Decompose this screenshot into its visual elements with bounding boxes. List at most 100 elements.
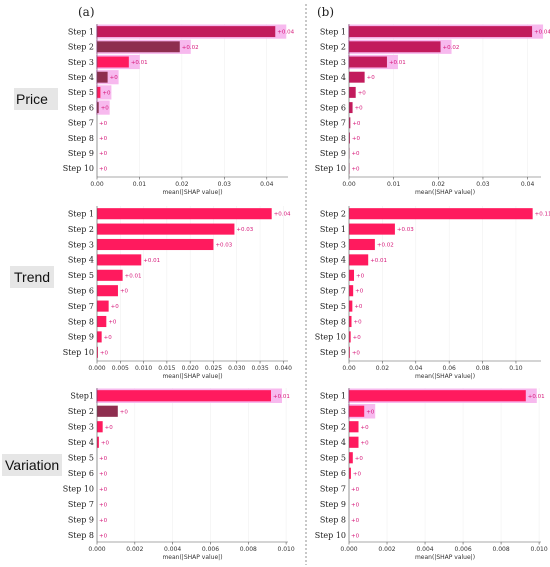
x-tick-label: 0.002 [126,546,143,553]
value-label: +0.01 [273,394,290,400]
value-label: +0 [354,304,363,310]
row-label-bg-trend [10,266,54,288]
value-label: +0 [104,335,113,341]
value-label: +0.02 [182,45,199,51]
x-axis-title: mean(|SHAP value|) [162,373,222,380]
charts-group: Step 1 +0.04 Step 2 +0.02 Step 3 +0.01 Step 4 +… [63,24,550,561]
x-tick-label: 0.04 [409,365,423,372]
category-label: Step 5 [68,271,94,280]
value-label: +0.04 [274,212,291,218]
bar [97,223,235,235]
category-label: Step 4 [320,256,346,265]
category-label: Step 7 [320,119,346,128]
x-tick-label: 0.00 [90,181,104,188]
x-axis-title: mean(|SHAP value|) [162,189,222,196]
x-tick-label: 0.004 [416,546,433,553]
bar [97,238,214,251]
category-label: Step 9 [68,333,94,342]
bar [349,223,395,235]
bar [349,208,533,220]
x-axis-title: mean(|SHAP value|) [415,373,475,380]
category-label: Step 7 [320,485,346,494]
bar [97,315,107,328]
category-label: Step 4 [68,256,94,265]
bar [349,331,351,343]
value-label: +0.04 [277,30,294,36]
bar [349,117,351,129]
category-label: Step 3 [320,407,346,416]
value-label: +0 [110,75,119,81]
value-label: +0 [351,502,360,508]
value-label: +0.01 [143,258,160,264]
category-label: Step 3 [320,58,346,67]
row-label-bg-price [14,88,58,110]
x-tick-label: 0.04 [521,181,535,188]
value-label: +0 [351,533,360,539]
category-label: Step 9 [320,348,346,357]
bar [349,390,526,402]
category-label: Step 5 [320,302,346,311]
category-label: Step 8 [68,317,94,326]
bar [349,269,355,281]
bar [97,56,129,68]
x-tick-label: 0.01 [387,181,401,188]
bar [97,346,98,358]
category-label: Step 3 [68,58,94,67]
category-label: Step 6 [68,287,94,296]
category-label: Step 1 [68,210,94,219]
x-tick-label: 0.008 [492,546,509,553]
bar [349,41,441,53]
value-label: +0 [358,90,367,96]
bar [97,71,108,83]
value-label: +0 [367,75,376,81]
value-label: +0 [99,518,108,524]
x-tick-label: 0.025 [205,365,222,372]
category-label: Step 2 [68,43,94,52]
category-label: Step 9 [68,149,94,158]
value-label: +0.01 [370,258,387,264]
x-tick-label: 0.03 [476,181,490,188]
value-label: +0.03 [397,227,414,233]
chart-variation-b: Step 1 +0.01 Step 3 +0 Step 2 +0 Step 4 +0 Step … [315,388,548,561]
bar [349,132,350,144]
bar [97,269,123,281]
value-label: +0 [105,425,114,431]
x-tick-label: 0.002 [378,546,395,553]
value-label: +0.03 [215,243,232,249]
category-label: Step 6 [320,469,346,478]
x-tick-label: 0.010 [278,546,295,553]
value-label: +0 [356,273,365,279]
bar [97,331,102,343]
bar [349,467,351,479]
row-label-bg-variation [2,454,62,476]
value-label: +0 [351,151,360,157]
category-label: Step 5 [320,88,346,97]
value-label: +0 [361,425,370,431]
chart-trend-b: Step 2 +0.11 Step 1 +0.03 Step 3 +0.02 Step 4 +… [315,206,550,380]
x-axis-title: mean(|SHAP value|) [415,554,475,561]
value-label: +0 [352,136,361,142]
value-label: +0 [355,456,364,462]
category-label: Step 2 [320,210,346,219]
chart-price-a: Step 1 +0.04 Step 2 +0.02 Step 3 +0.01 Step 4 +… [63,24,295,196]
category-label: Step 6 [68,469,94,478]
bar [349,238,375,251]
x-axis-title: mean(|SHAP value|) [162,554,222,561]
chart-trend-a: Step 1 +0.04 Step 2 +0.03 Step 3 +0.03 Step 4 +… [63,206,292,380]
x-tick-label: 0.00 [342,181,356,188]
value-label: +0 [353,471,362,477]
bar [97,26,276,38]
category-label: Step 10 [315,164,346,173]
bar [97,41,180,53]
value-label: +0 [354,320,363,326]
category-label: Step 2 [320,423,346,432]
x-tick-label: 0.008 [240,546,257,553]
x-tick-label: 0.04 [260,181,274,188]
value-label: +0 [102,90,111,96]
value-label: +0 [352,350,361,356]
value-label: +0 [99,151,108,157]
category-label: Step 5 [68,454,94,463]
category-label: Step 8 [68,531,94,540]
category-label: Step 5 [320,454,346,463]
